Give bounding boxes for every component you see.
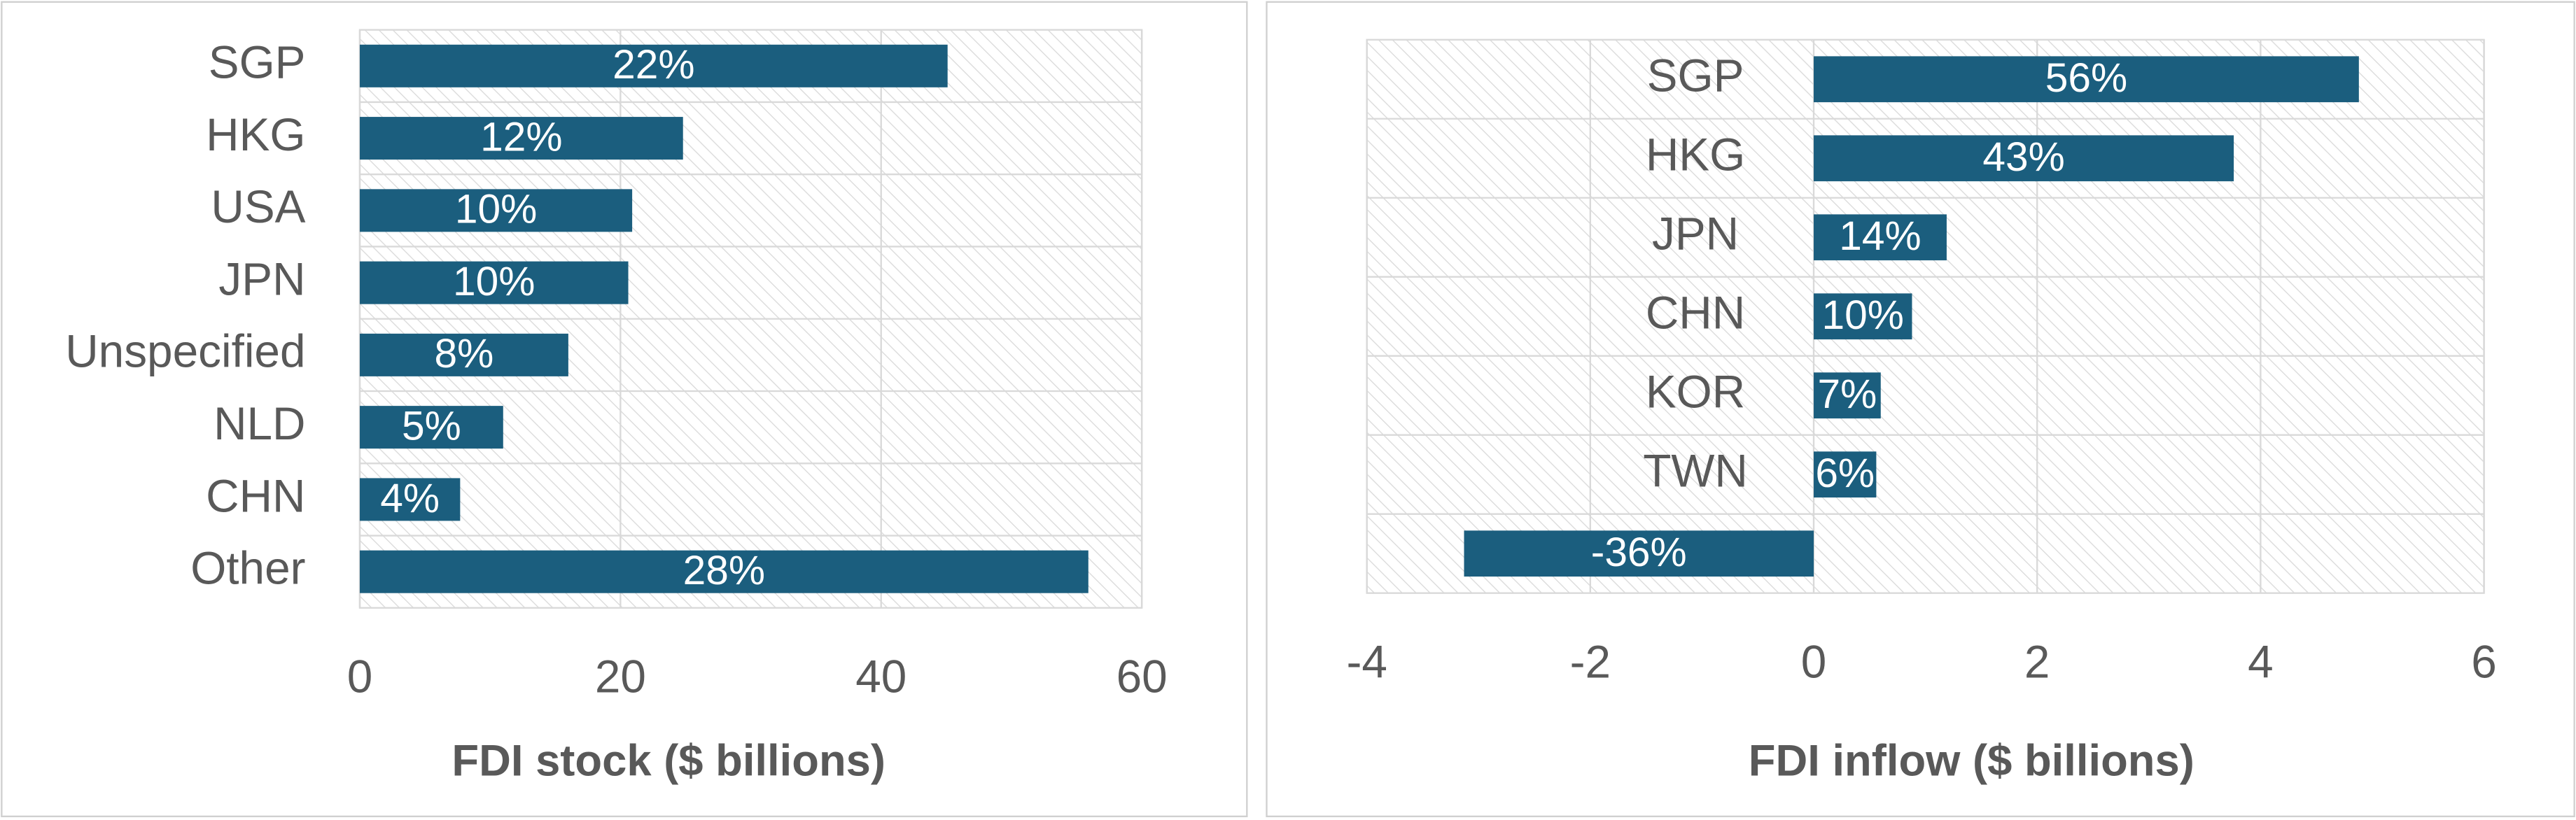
x-tick-label: 0 <box>347 651 373 702</box>
category-label: TWN <box>1643 446 1748 497</box>
bar-label: 10% <box>453 259 535 304</box>
x-tick-label: 2 <box>2024 636 2050 687</box>
bar <box>1814 214 1947 261</box>
bar-label: -36% <box>1591 530 1687 575</box>
bar-label: 8% <box>435 331 494 376</box>
x-tick-label: 20 <box>595 651 646 702</box>
bar-label: 10% <box>455 187 537 232</box>
category-label: SGP <box>209 37 306 88</box>
bar-label: 56% <box>2045 55 2127 101</box>
category-label: CHN <box>206 470 305 521</box>
bar-label: 12% <box>480 114 562 160</box>
x-tick-label: 6 <box>2471 636 2497 687</box>
x-axis-title: FDI inflow ($ billions) <box>1749 736 2194 785</box>
bar <box>359 406 503 449</box>
category-label: JPN <box>218 253 305 304</box>
bar <box>1814 56 2359 103</box>
bar <box>359 333 568 376</box>
bar-label: 4% <box>380 476 440 521</box>
category-label: HKG <box>206 109 305 160</box>
bar <box>1814 372 1881 419</box>
x-tick-label: -2 <box>1570 636 1611 687</box>
bar <box>359 261 629 304</box>
category-label: KOR <box>1646 367 1745 418</box>
x-tick-label: 4 <box>2248 636 2274 687</box>
x-tick-label: 40 <box>855 651 906 702</box>
bar-label: 6% <box>1815 451 1875 496</box>
bar-label: 10% <box>1822 292 1904 338</box>
x-axis-title: FDI stock ($ billions) <box>451 736 886 785</box>
bar <box>359 478 461 521</box>
category-label: CHN <box>1646 288 1745 339</box>
category-label: Other <box>190 543 305 594</box>
bar <box>359 550 1088 593</box>
bar-label: 43% <box>1982 134 2064 180</box>
x-tick-label: 0 <box>1801 636 1827 687</box>
category-label: HKG <box>1646 129 1745 181</box>
bar <box>1814 135 2234 182</box>
bar <box>1814 451 1877 498</box>
bar <box>1464 530 1814 577</box>
bar <box>1814 293 1912 340</box>
bar-label: 7% <box>1818 372 1877 417</box>
category-label: USA <box>211 181 305 232</box>
bar-label: 5% <box>402 403 461 448</box>
bar <box>359 44 948 87</box>
bar <box>359 117 683 160</box>
x-tick-label: 60 <box>1116 651 1168 702</box>
bar-label: 14% <box>1839 213 1921 259</box>
bar-label: 22% <box>612 42 694 87</box>
plot-area <box>1366 38 2485 594</box>
bar-label: 28% <box>683 548 765 593</box>
category-label: Unspecified <box>65 326 305 377</box>
category-label: NLD <box>214 398 305 449</box>
bar <box>359 189 633 232</box>
category-label: SGP <box>1647 50 1744 101</box>
category-label: JPN <box>1652 208 1739 260</box>
x-tick-label: -4 <box>1346 636 1387 687</box>
